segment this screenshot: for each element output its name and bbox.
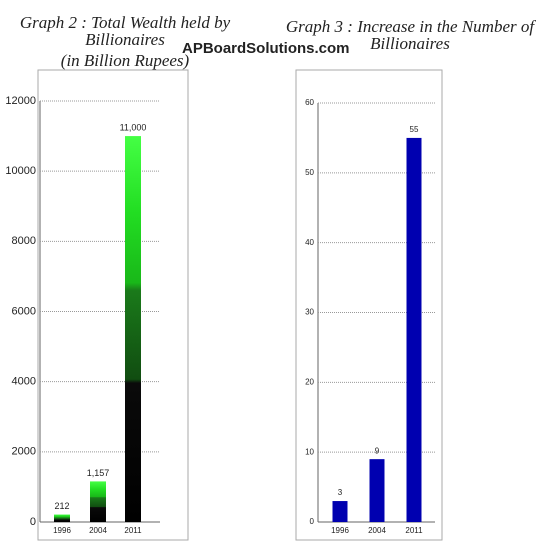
- chart-title: Graph 2 : Total Wealth held by Billionai…: [19, 13, 231, 49]
- y-tick-label: 4000: [12, 376, 36, 388]
- y-tick-label: 10000: [5, 165, 36, 177]
- y-tick-label: 6000: [12, 305, 36, 317]
- y-tick-label: 50: [305, 168, 314, 177]
- x-tick-label: 1996: [53, 526, 71, 535]
- x-tick-label: 2004: [368, 526, 386, 535]
- x-tick-label: 1996: [331, 526, 349, 535]
- bar: [90, 481, 106, 522]
- panel: [37, 69, 189, 541]
- value-label: 55: [410, 125, 419, 134]
- y-tick-label: 2000: [12, 446, 36, 458]
- chart-title: Graph 3 : Increase in the Number of Bill…: [285, 17, 535, 53]
- y-tick-label: 20: [305, 377, 314, 386]
- y-tick-label: 8000: [12, 235, 36, 247]
- y-tick-label: 40: [305, 238, 314, 247]
- y-tick-label: 12000: [5, 95, 36, 107]
- bar: [54, 514, 70, 522]
- chart-subtitle: (in Billion Rupees): [60, 51, 190, 70]
- value-label: 11,000: [120, 122, 147, 132]
- x-tick-label: 2004: [89, 526, 107, 535]
- x-tick-label: 2011: [405, 526, 423, 535]
- watermark: APBoardSolutions.com: [182, 40, 350, 57]
- x-tick-label: 2011: [124, 526, 142, 535]
- y-tick-label: 30: [305, 308, 314, 317]
- value-label: 1,157: [87, 468, 110, 478]
- bar: [369, 459, 385, 522]
- value-label: 3: [338, 488, 343, 497]
- panel: [295, 69, 443, 541]
- value-label: 9: [375, 446, 380, 455]
- y-tick-label: 0: [310, 517, 315, 526]
- bar: [406, 137, 422, 522]
- y-tick-label: 60: [305, 98, 314, 107]
- value-label: 212: [54, 501, 69, 511]
- y-tick-label: 10: [305, 447, 314, 456]
- bar: [332, 501, 348, 522]
- bar: [125, 136, 141, 523]
- y-tick-label: 0: [30, 516, 36, 528]
